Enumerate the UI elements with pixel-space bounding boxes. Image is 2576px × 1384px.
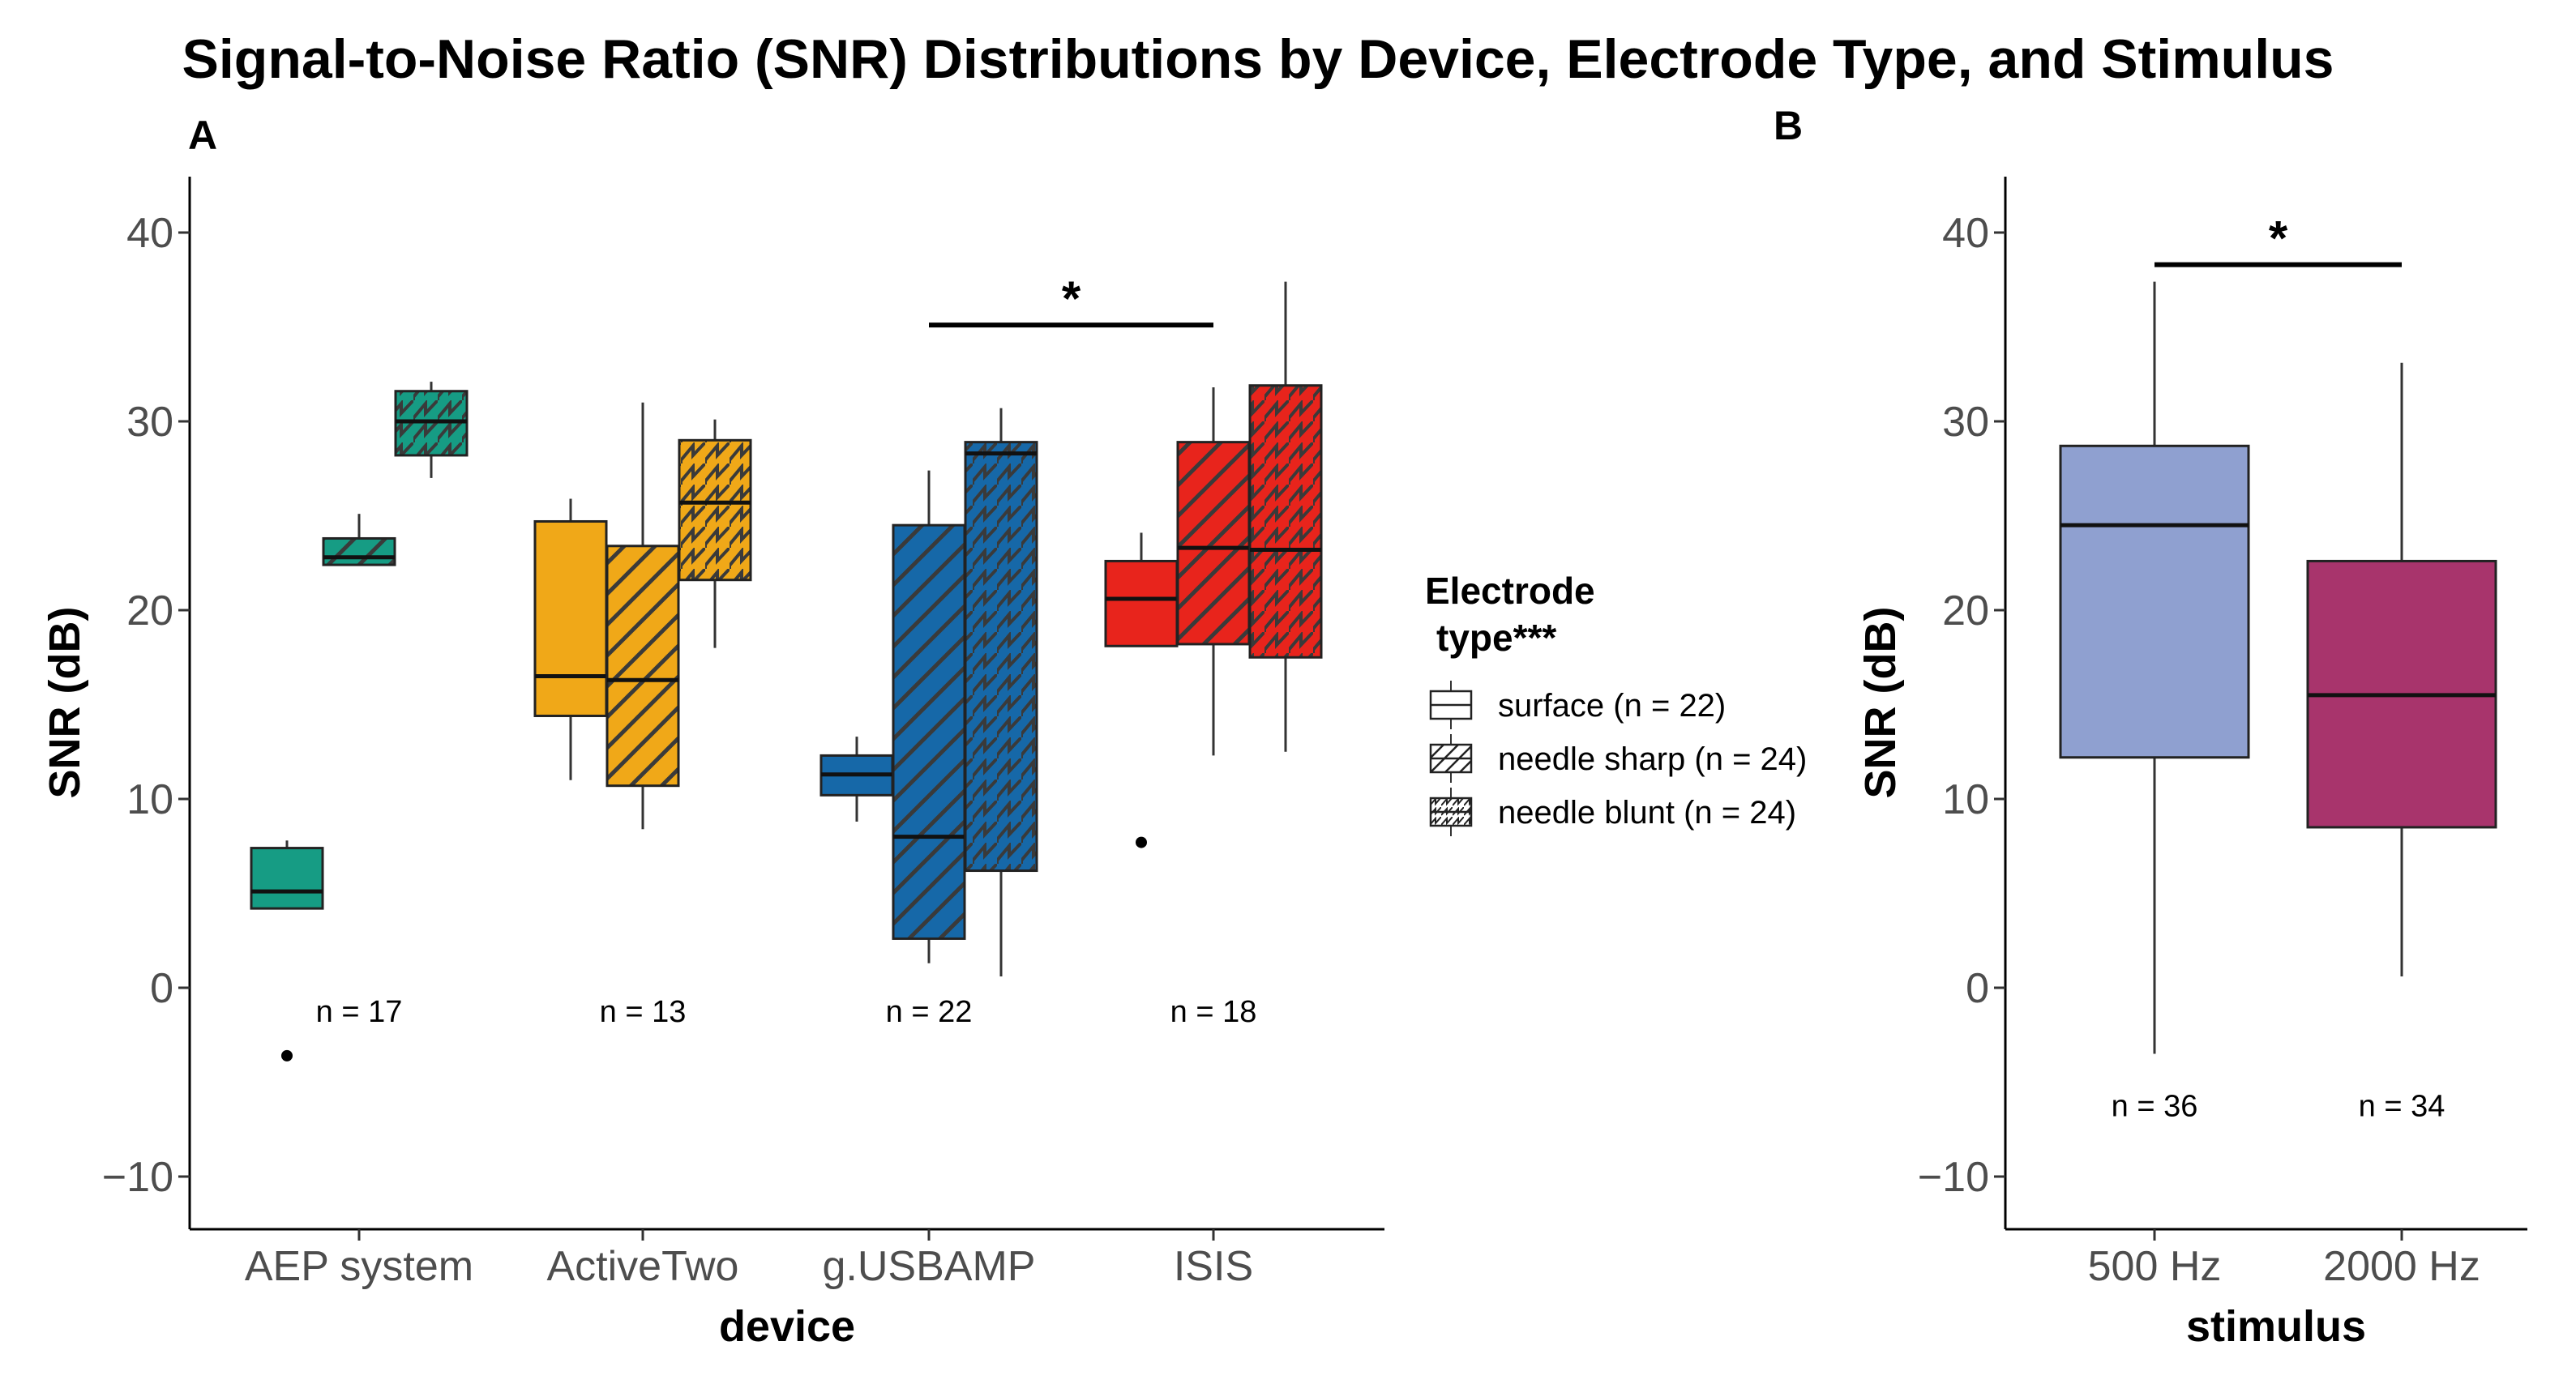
box-500-hz-box-outline xyxy=(2059,444,2250,759)
panel-a-y-tick-label: 0 xyxy=(150,965,173,1012)
legend-title-line-2: type*** xyxy=(1436,617,1556,659)
panel-b-significance: * xyxy=(2155,211,2402,267)
box-g-usbamp-needle-blunt xyxy=(964,408,1038,977)
panel-b-x-tick-label-500-hz: 500 Hz xyxy=(2088,1243,2222,1290)
panel-a-y-ticks: −10 0 10 20 30 40 xyxy=(102,210,190,1201)
panel-a-y-tick-label: 40 xyxy=(126,210,173,257)
box-aep-system-needle-blunt xyxy=(394,382,469,478)
panel-b-y-axis-title: SNR (dB) xyxy=(1856,607,1905,799)
box-aep-system-surface-box-outline xyxy=(250,847,324,910)
box-g-usbamp-needle-sharp-box-pattern xyxy=(893,525,965,939)
panel-b-x-axis-title: stimulus xyxy=(2186,1302,2366,1351)
box-isis-surface-outlier xyxy=(1136,836,1147,848)
chart-title: Signal-to-Noise Ratio (SNR) Distribution… xyxy=(182,28,2334,90)
box-aep-system-surface xyxy=(250,840,324,1061)
box-g-usbamp-needle-blunt-box-pattern xyxy=(965,442,1037,871)
legend-key-surface xyxy=(1429,681,1473,729)
panel-b-y-tick-label: 30 xyxy=(1942,399,1989,446)
panel-a-y-tick-label: −10 xyxy=(102,1154,173,1201)
box-activetwo-needle-sharp-box-pattern xyxy=(607,545,678,786)
box-aep-system-needle-sharp xyxy=(322,514,396,566)
panel-b-significance-star: * xyxy=(2269,211,2288,266)
panel-b-y-tick-label: −10 xyxy=(1918,1154,1989,1201)
legend-label-needle-blunt: needle blunt (n = 24) xyxy=(1498,795,1796,831)
n-label-500-hz: n = 36 xyxy=(2112,1089,2198,1123)
box-aep-system-needle-sharp-box-pattern xyxy=(323,538,395,566)
n-label-aep-system: n = 17 xyxy=(316,995,403,1029)
panel-a-y-axis-title: SNR (dB) xyxy=(41,607,89,799)
n-label-g-usbamp: n = 22 xyxy=(886,995,973,1029)
box-activetwo-surface xyxy=(533,498,608,780)
box-aep-system-surface-box-fill xyxy=(251,848,323,909)
panel-a-significance-star: * xyxy=(1062,271,1081,326)
box-isis-surface xyxy=(1104,532,1179,848)
n-label-2000-hz: n = 34 xyxy=(2359,1089,2445,1123)
panel-b-boxes xyxy=(2059,281,2497,1054)
panel-a-y-tick-label: 30 xyxy=(126,399,173,446)
legend-key-needle-blunt xyxy=(1429,788,1473,836)
box-isis-needle-sharp xyxy=(1176,387,1251,756)
box-activetwo-surface-box-fill xyxy=(535,521,606,716)
legend-key-needle-sharp xyxy=(1429,734,1473,783)
panel-a-significance: * xyxy=(929,271,1213,328)
panel-a-boxes xyxy=(250,281,1323,1061)
n-label-activetwo: n = 13 xyxy=(600,995,687,1029)
legend-title-line-1: Electrode xyxy=(1425,570,1595,612)
panel-a: A −10 0 10 20 30 40 AEP system ActiveTwo g.USBA… xyxy=(41,113,1384,1351)
box-activetwo-needle-blunt-box-outline xyxy=(678,438,752,582)
panel-a-x-tick-label-aep-system: AEP system xyxy=(245,1243,473,1290)
panel-b-x-ticks: 500 Hz 2000 Hz xyxy=(2088,1229,2480,1290)
panel-b-y-tick-label: 40 xyxy=(1942,210,1989,257)
legend-label-surface: surface (n = 22) xyxy=(1498,688,1726,724)
box-isis-needle-blunt-box-pattern xyxy=(1250,385,1321,658)
box-g-usbamp-needle-blunt-box-outline xyxy=(964,441,1038,873)
panel-b-label: B xyxy=(1774,103,1803,148)
box-isis-needle-blunt-box-outline xyxy=(1248,384,1323,659)
legend: Electrode type*** surface (n = 22) needle… xyxy=(1425,570,1807,836)
panel-b-y-ticks: −10 0 10 20 30 40 xyxy=(1918,210,2005,1201)
box-activetwo-needle-blunt xyxy=(678,419,752,648)
legend-label-needle-sharp: needle sharp (n = 24) xyxy=(1498,741,1807,777)
box-isis-surface-box-fill xyxy=(1106,561,1177,647)
panel-b-y-tick-label: 0 xyxy=(1966,965,1989,1012)
panel-b-y-tick-label: 10 xyxy=(1942,776,1989,823)
box-500-hz-box-fill xyxy=(2060,446,2249,758)
box-aep-system-surface-outlier xyxy=(281,1049,293,1061)
panel-a-x-tick-label-g-usbamp: g.USBAMP xyxy=(823,1243,1036,1290)
panel-a-y-tick-label: 20 xyxy=(126,587,173,634)
panel-a-x-ticks: AEP system ActiveTwo g.USBAMP ISIS xyxy=(245,1229,1253,1290)
panel-b-y-tick-label: 20 xyxy=(1942,587,1989,634)
panel-a-label: A xyxy=(188,113,217,158)
n-label-isis: n = 18 xyxy=(1170,995,1257,1029)
box-activetwo-needle-blunt-box-pattern xyxy=(679,440,751,580)
box-g-usbamp-needle-sharp xyxy=(892,470,966,963)
panel-a-y-tick-label: 10 xyxy=(126,776,173,823)
panel-a-x-tick-label-activetwo: ActiveTwo xyxy=(547,1243,739,1290)
box-activetwo-needle-sharp xyxy=(605,402,680,830)
box-500-hz xyxy=(2059,281,2250,1054)
box-g-usbamp-surface xyxy=(819,737,894,822)
box-isis-needle-blunt xyxy=(1248,281,1323,752)
panel-b-n-labels: n = 36 n = 34 xyxy=(2112,1089,2445,1123)
panel-a-x-axis-title: device xyxy=(719,1302,855,1351)
panel-a-n-labels: n = 17 n = 13 n = 22 n = 18 xyxy=(316,995,1257,1029)
box-aep-system-needle-sharp-box-outline xyxy=(322,536,396,566)
panel-b-x-tick-label-2000-hz: 2000 Hz xyxy=(2323,1243,2480,1290)
panel-a-x-tick-label-isis: ISIS xyxy=(1174,1243,1253,1290)
box-isis-needle-sharp-box-pattern xyxy=(1178,442,1249,644)
box-2000-hz xyxy=(2306,362,2497,977)
box-activetwo-needle-sharp-box-outline xyxy=(605,545,680,788)
